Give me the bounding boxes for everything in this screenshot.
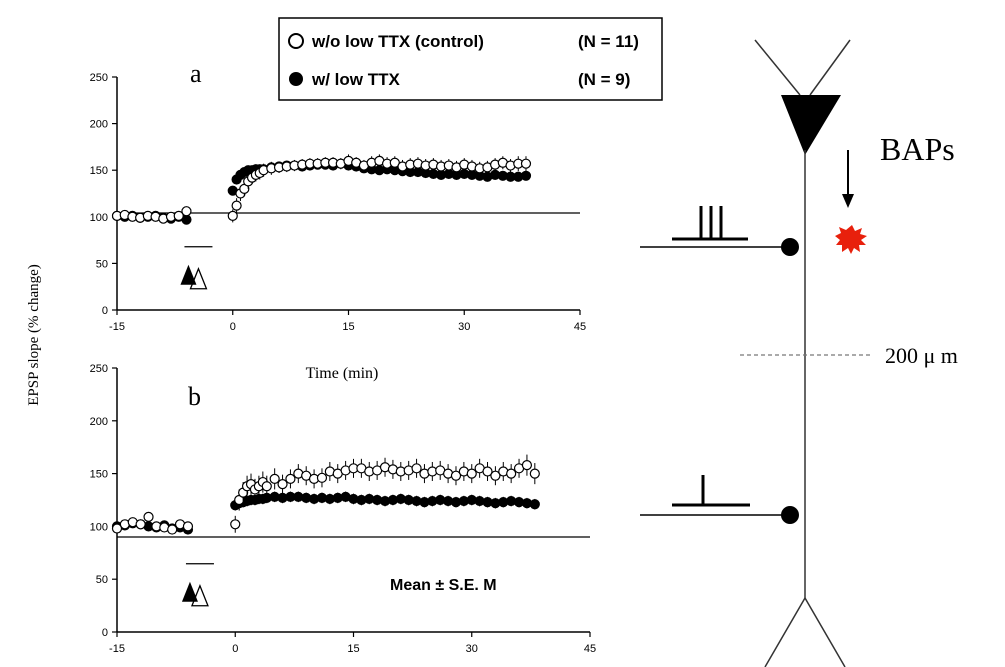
x-axis-label: Time (min)	[306, 365, 379, 382]
legend-label-ttx: w/ low TTX	[311, 70, 400, 89]
y-tick-label: 0	[102, 627, 108, 639]
basal-dendrite-right	[804, 597, 846, 667]
basal-dendrite-left	[764, 597, 806, 667]
data-point-control	[411, 463, 422, 474]
legend-n-ttx: (N = 9)	[578, 70, 630, 89]
x-tick-label: 0	[232, 643, 238, 655]
data-point-control	[506, 468, 517, 479]
data-point-control	[230, 519, 241, 530]
panel-b-label: b	[188, 382, 201, 411]
data-point-control	[285, 473, 296, 484]
panel-a-data	[111, 154, 532, 225]
stimulus-filled-triangle	[180, 264, 197, 285]
panel-b-data	[111, 454, 540, 535]
stimulus-filled-triangle	[181, 581, 198, 602]
data-point-control	[181, 206, 192, 217]
y-tick-label: 100	[90, 212, 108, 224]
data-point-control	[173, 210, 184, 221]
y-tick-label: 0	[102, 305, 108, 317]
panel-a-label: a	[190, 59, 202, 88]
legend: w/o low TTX (control) (N = 11) w/ low TT…	[278, 17, 663, 101]
x-tick-label: 15	[342, 321, 354, 333]
y-tick-label: 200	[90, 119, 108, 131]
burst-icon	[835, 225, 867, 254]
y-axis-label: EPSP slope (% change)	[26, 264, 42, 406]
neuron-diagram: BAPs 200 μ m	[640, 39, 958, 667]
data-point-ttx	[529, 499, 540, 510]
lower-synapse-dot	[781, 506, 799, 524]
panel-a-stimulus	[180, 246, 213, 290]
data-point-control	[167, 524, 178, 535]
y-tick-label: 250	[90, 72, 108, 84]
data-point-control	[520, 158, 532, 169]
data-point-control	[482, 466, 493, 477]
y-tick-label: 50	[96, 258, 108, 270]
x-tick-label: -15	[109, 321, 125, 333]
data-point-control	[450, 470, 462, 481]
data-point-control	[490, 470, 501, 481]
legend-filled-circle-marker	[289, 72, 303, 86]
x-tick-label: -15	[109, 643, 125, 655]
data-point-control	[277, 479, 288, 490]
y-tick-label: 100	[90, 521, 108, 533]
data-point-control	[529, 468, 540, 479]
soma	[781, 95, 841, 155]
upper-synapse-dot	[781, 238, 799, 256]
data-point-control	[261, 481, 272, 492]
legend-frame	[278, 17, 663, 101]
x-tick-label: 30	[466, 643, 478, 655]
baps-label: BAPs	[880, 131, 955, 167]
data-point-control	[269, 473, 280, 484]
panel-b-stimulus	[181, 563, 214, 607]
legend-open-circle-marker	[288, 33, 304, 49]
x-tick-label: 45	[574, 321, 586, 333]
data-point-control	[521, 460, 533, 471]
data-point-control	[316, 472, 328, 483]
y-tick-label: 150	[90, 469, 108, 481]
data-point-control	[227, 210, 238, 221]
data-point-control	[111, 523, 123, 534]
lower-synapse	[640, 475, 799, 524]
y-tick-label: 200	[90, 416, 108, 428]
legend-label-control: w/o low TTX (control)	[311, 32, 484, 51]
data-point-control	[135, 519, 146, 530]
baps-arrow-icon	[842, 194, 854, 208]
upper-synapse	[640, 206, 799, 256]
data-point-control	[231, 200, 242, 211]
legend-n-control: (N = 11)	[578, 32, 639, 51]
y-tick-label: 50	[96, 574, 108, 586]
y-tick-label: 150	[90, 165, 108, 177]
x-tick-label: 15	[347, 643, 359, 655]
x-tick-label: 0	[230, 321, 236, 333]
data-point-control	[182, 521, 194, 532]
x-tick-label: 30	[458, 321, 470, 333]
data-point-control	[466, 468, 477, 479]
x-tick-label: 45	[584, 643, 596, 655]
apical-dendrite-right	[809, 39, 851, 96]
distance-label: 200 μ m	[885, 343, 958, 368]
apical-dendrite-left	[754, 39, 801, 96]
mean-sem-annotation: Mean ± S.E. M	[390, 577, 497, 594]
data-point-ttx	[520, 170, 532, 181]
y-tick-label: 250	[90, 363, 108, 375]
data-point-control	[143, 511, 154, 522]
